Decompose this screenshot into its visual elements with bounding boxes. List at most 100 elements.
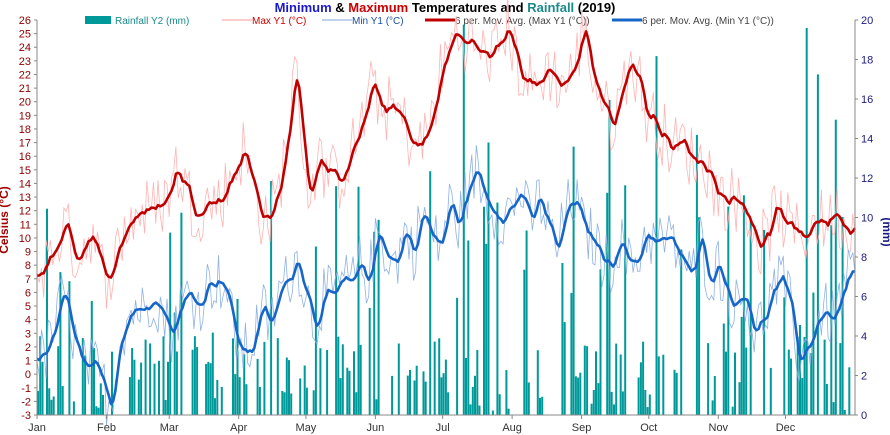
rainfall-bar xyxy=(357,186,360,415)
y-left-tick-label: 19 xyxy=(19,110,31,122)
y-left-tick-label: 5 xyxy=(25,301,31,313)
rainfall-bar xyxy=(498,394,501,415)
y-left-tick-label: 0 xyxy=(25,369,31,381)
rainfall-bar xyxy=(675,372,678,415)
rainfall-bar xyxy=(812,292,815,415)
x-tick-label: Sep xyxy=(572,422,592,434)
rainfall-bar xyxy=(283,392,286,415)
rainfall-bar xyxy=(485,243,488,415)
y-left-tick-label: 18 xyxy=(19,124,31,136)
rainfall-bar xyxy=(465,358,467,415)
rainfall-bar xyxy=(707,343,710,415)
y-right-tick-label: 18 xyxy=(861,55,873,67)
rainfall-bar xyxy=(162,336,165,415)
rainfall-bar xyxy=(375,399,378,415)
rainfall-bar xyxy=(476,350,479,415)
rainfall-bar xyxy=(731,406,734,415)
rainfall-bar xyxy=(539,397,541,415)
x-tick-label: Aug xyxy=(502,422,522,434)
y-left-tick-label: 1 xyxy=(25,356,31,368)
rainfall-bar xyxy=(415,365,418,415)
rainfall-bar xyxy=(783,297,786,415)
y-right-tick-label: 4 xyxy=(861,331,867,343)
rainfall-bar xyxy=(745,347,748,415)
x-tick-label: Jan xyxy=(28,422,46,434)
rainfall-bar xyxy=(749,220,752,415)
y-left-tick-label: -3 xyxy=(21,410,31,422)
rainfall-bar xyxy=(816,74,819,416)
rainfall-bar xyxy=(725,351,727,415)
title-part-2: Maximum xyxy=(348,0,408,15)
rainfall-bar xyxy=(99,383,102,415)
rainfall-bar xyxy=(270,181,273,415)
rainfall-bar xyxy=(471,386,474,415)
y-left-tick-label: -2 xyxy=(21,396,31,408)
rainfall-bar xyxy=(523,269,526,415)
rainfall-bar xyxy=(205,363,208,415)
rainfall-bar xyxy=(790,358,792,415)
rainfall-bar xyxy=(586,346,589,415)
rainfall-bar xyxy=(285,357,288,415)
y-left-tick-label: 9 xyxy=(25,247,31,259)
y-left-tick-label: 8 xyxy=(25,260,31,272)
rainfall-bar xyxy=(507,408,510,415)
max-temp-moving-average-line xyxy=(36,30,857,279)
rainfall-bar xyxy=(843,410,846,415)
rainfall-bar xyxy=(191,349,194,415)
rainfall-bar xyxy=(90,301,93,415)
x-tick-label: Mar xyxy=(160,422,179,434)
legend-label: 6 per. Mov. Avg. (Max Y1 (°C)) xyxy=(455,16,590,27)
rainfall-bar xyxy=(68,281,71,415)
rainfall-bar xyxy=(599,269,602,415)
rainfall-bar xyxy=(803,336,806,415)
rainfall-bar xyxy=(695,134,698,415)
y-left-tick-label: 11 xyxy=(20,219,31,231)
rainfall-bar xyxy=(111,351,113,415)
rainfall-bar xyxy=(314,246,317,415)
rainfall-bar xyxy=(234,374,237,415)
rainfall-bar xyxy=(561,263,564,415)
rainfall-bar xyxy=(158,360,160,415)
title-part-0: Minimum xyxy=(275,0,332,15)
rainfall-bar xyxy=(563,322,566,415)
rainfall-bar xyxy=(579,372,582,415)
rainfall-bar xyxy=(610,391,613,415)
rainfall-bar xyxy=(456,297,459,415)
rainfall-bar xyxy=(469,404,472,415)
y-right-tick-label: 8 xyxy=(861,252,867,264)
rainfall-bar xyxy=(133,359,136,415)
rainfall-bar xyxy=(422,371,425,415)
rainfall-bar xyxy=(644,389,647,415)
rainfall-bar xyxy=(592,390,595,415)
rainfall-bar xyxy=(144,339,147,415)
y-right-tick-label: 14 xyxy=(861,134,873,146)
rainfall-bar xyxy=(341,344,344,415)
rainfall-bar xyxy=(657,356,660,415)
rainfall-bar xyxy=(787,349,790,415)
rainfall-bar xyxy=(742,195,745,415)
rainfall-bar xyxy=(238,377,241,415)
rainfall-bar xyxy=(153,363,156,415)
rainfall-bar xyxy=(483,206,485,415)
rainfall-bar xyxy=(337,336,340,415)
y-left-tick-label: 24 xyxy=(19,42,31,54)
y-left-tick-label: 12 xyxy=(19,206,31,218)
rainfall-bar xyxy=(46,208,48,415)
rainfall-bar xyxy=(81,338,84,415)
rainfall-bar xyxy=(738,382,741,415)
rainfall-bar xyxy=(50,399,53,415)
y-left-tick-label: 25 xyxy=(19,29,31,41)
y-right-tick-label: 0 xyxy=(861,410,867,422)
rainfall-bar xyxy=(276,338,279,415)
x-tick-label: Dec xyxy=(776,422,796,434)
y-axis-left-label: Celsius (°C) xyxy=(0,186,11,253)
rainfall-bar xyxy=(841,217,844,415)
legend-swatch xyxy=(85,16,111,24)
rainfall-bar xyxy=(438,338,441,415)
rainfall-bar xyxy=(180,212,183,415)
rainfall-bar xyxy=(236,298,239,415)
rainfall-bar xyxy=(574,376,577,415)
x-tick-label: Feb xyxy=(97,422,116,434)
y-left-tick-label: 22 xyxy=(19,69,31,81)
